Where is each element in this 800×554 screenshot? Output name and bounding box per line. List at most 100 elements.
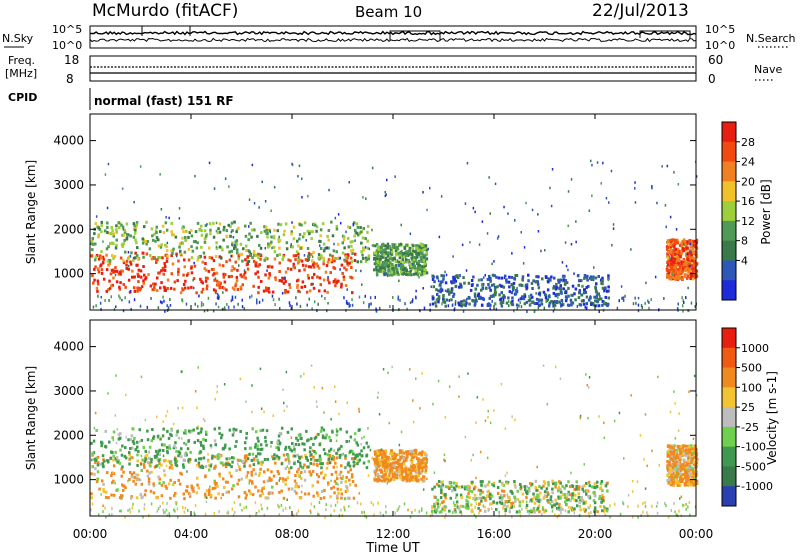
data-cell <box>203 229 207 233</box>
data-cell <box>524 294 527 298</box>
data-cell <box>202 444 205 448</box>
data-cell <box>278 431 282 435</box>
data-cell <box>684 265 688 269</box>
data-cell <box>213 465 217 469</box>
data-cell <box>537 495 541 498</box>
data-cell <box>544 275 548 279</box>
data-cell <box>432 402 434 406</box>
data-cell <box>682 452 685 456</box>
data-cell <box>488 274 491 278</box>
data-cell <box>280 489 283 493</box>
data-cell <box>112 493 116 497</box>
data-cell <box>194 390 197 393</box>
data-cell <box>132 222 136 226</box>
data-cell <box>142 446 145 449</box>
data-cell <box>679 255 682 259</box>
data-cell <box>271 485 274 489</box>
data-cell <box>234 295 237 299</box>
data-cell <box>163 286 167 290</box>
data-cell <box>593 509 596 513</box>
data-cell <box>307 438 310 442</box>
data-cell <box>351 298 353 302</box>
data-cell <box>92 439 96 443</box>
data-cell <box>287 470 291 474</box>
data-cell <box>377 462 380 466</box>
data-cell <box>367 474 370 477</box>
data-cell <box>450 280 453 284</box>
data-cell <box>688 450 691 454</box>
data-cell <box>192 240 196 244</box>
data-cell <box>128 451 131 455</box>
data-cell <box>162 295 164 299</box>
data-cell <box>216 292 219 296</box>
data-cell <box>349 435 353 439</box>
data-cell <box>430 510 434 513</box>
data-cell <box>575 220 577 223</box>
data-cell <box>679 480 682 484</box>
data-cell <box>139 275 143 279</box>
data-cell <box>520 231 522 234</box>
data-cell <box>421 244 424 248</box>
data-cell <box>382 473 386 477</box>
data-cell <box>508 290 512 294</box>
data-cell <box>178 482 182 486</box>
data-cell <box>208 464 210 467</box>
data-cell <box>281 276 284 280</box>
data-cell <box>129 447 132 450</box>
data-cell <box>224 177 227 180</box>
data-cell <box>501 483 504 486</box>
data-cell <box>460 485 464 489</box>
data-cell <box>399 462 403 466</box>
data-cell <box>345 230 347 234</box>
data-cell <box>90 492 93 496</box>
data-cell <box>487 489 490 493</box>
data-cell <box>383 459 386 463</box>
data-cell <box>203 255 207 259</box>
data-cell <box>573 498 576 502</box>
data-cell <box>679 452 683 456</box>
data-cell <box>382 454 385 458</box>
data-cell <box>521 499 525 503</box>
data-cell <box>283 229 286 233</box>
data-cell <box>409 368 411 371</box>
data-cell <box>479 496 483 500</box>
data-cell <box>415 289 417 293</box>
data-cell <box>645 281 647 285</box>
data-cell <box>245 400 247 403</box>
data-cell <box>683 259 686 263</box>
data-cell <box>439 496 443 499</box>
data-cell <box>492 283 496 287</box>
data-cell <box>518 304 520 308</box>
data-cell <box>674 467 677 471</box>
data-cell <box>317 475 321 479</box>
data-cell <box>621 296 623 300</box>
data-cell <box>554 504 557 507</box>
data-cell <box>367 445 370 449</box>
data-cell <box>146 429 149 433</box>
data-cell <box>430 285 432 288</box>
data-cell <box>677 261 680 265</box>
data-cell <box>676 247 680 251</box>
data-cell <box>140 496 143 500</box>
data-cell <box>573 292 576 296</box>
data-cell <box>295 279 299 283</box>
data-cell <box>422 464 425 468</box>
data-cell <box>135 254 139 258</box>
data-cell <box>320 426 324 430</box>
data-cell <box>322 278 326 282</box>
data-cell <box>106 226 109 229</box>
data-cell <box>368 304 370 308</box>
data-cell <box>121 269 124 273</box>
data-cell <box>376 260 379 263</box>
data-cell <box>674 261 677 265</box>
data-cell <box>501 496 504 500</box>
data-cell <box>603 506 607 510</box>
data-cell <box>228 463 231 467</box>
data-cell <box>308 470 311 474</box>
data-cell <box>136 464 139 467</box>
data-cell <box>348 478 351 482</box>
data-cell <box>345 440 348 443</box>
data-cell <box>116 460 119 464</box>
data-cell <box>152 484 156 488</box>
data-cell <box>231 460 234 464</box>
